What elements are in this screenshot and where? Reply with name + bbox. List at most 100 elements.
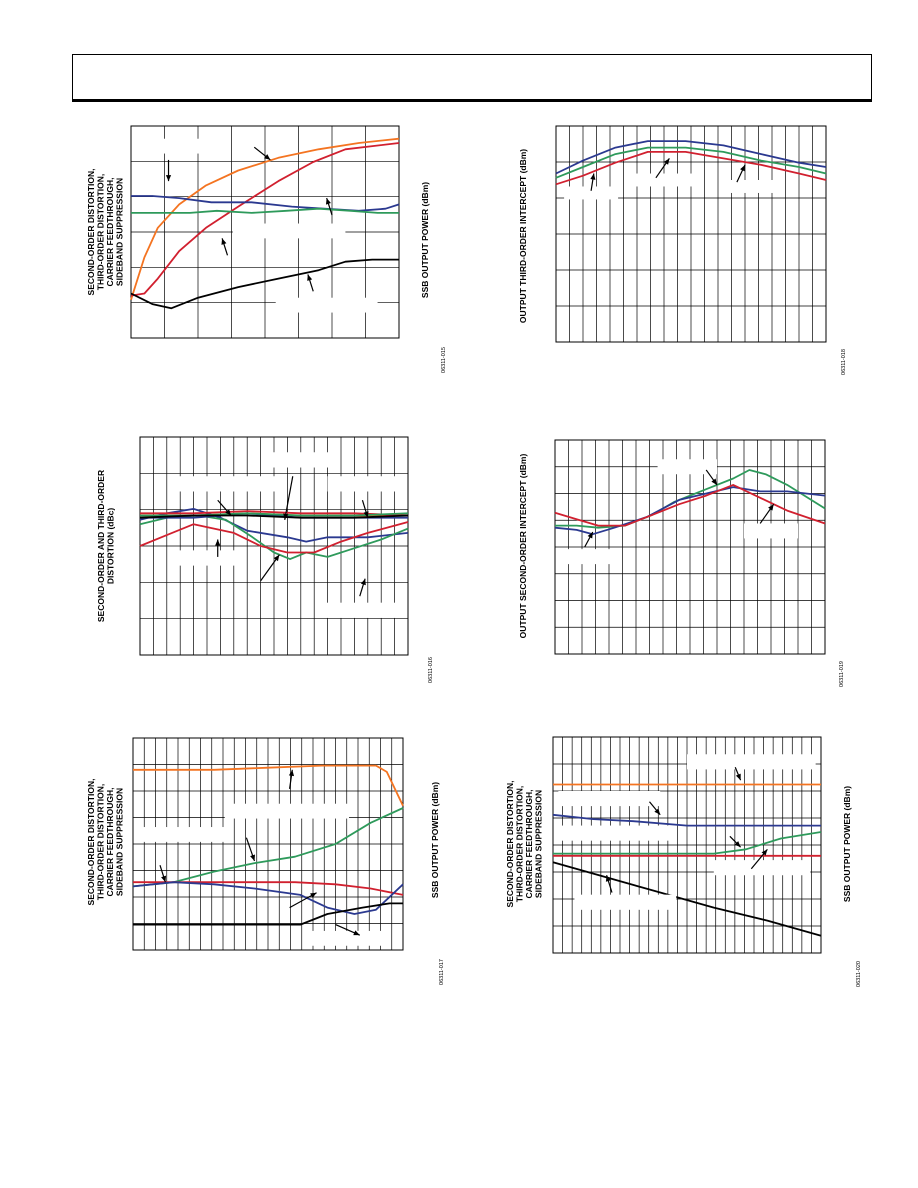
annotation-box <box>744 523 798 539</box>
annotation-box <box>564 186 619 200</box>
series-line-green <box>555 469 826 529</box>
arrow-head <box>273 554 280 562</box>
annotation-box <box>574 894 677 910</box>
chart-fig-016: SECOND-ORDER AND THIRD-ORDERDISTORTION (… <box>96 436 434 683</box>
annotation-box <box>563 549 618 565</box>
arrow-head <box>663 158 670 165</box>
arrow-head <box>264 154 271 160</box>
plot-frame <box>552 736 822 954</box>
arrow-head <box>161 875 167 883</box>
annotation-box <box>327 476 403 492</box>
series-line-red <box>130 142 400 297</box>
annotation-box <box>558 791 661 807</box>
arrow-head <box>734 841 741 848</box>
header-box <box>72 54 872 102</box>
arrow-head <box>587 532 593 539</box>
y-axis-label: SECOND-ORDER DISTORTION,THIRD-ORDER DIST… <box>86 169 125 296</box>
annotation-box <box>265 452 333 468</box>
annotation-box <box>224 803 349 819</box>
series-line-red <box>140 510 409 517</box>
arrow-head <box>590 173 596 180</box>
figure-code: 06311-019 <box>839 661 845 687</box>
y-axis-label: OUTPUT THIRD-ORDER INTERCEPT (dBm) <box>518 149 528 323</box>
arrow-head <box>654 808 661 815</box>
arrow-head <box>740 164 745 172</box>
side-axis-label: SSB OUTPUT POWER (dBm) <box>430 782 440 898</box>
annotation-box <box>172 550 240 566</box>
series-line-orange <box>130 137 400 301</box>
annotation-box <box>657 459 717 475</box>
series-line-blue <box>139 507 409 543</box>
y-axis-label: SECOND-ORDER DISTORTION,THIRD-ORDER DIST… <box>86 779 125 906</box>
side-axis-label: SSB OUTPUT POWER (dBm) <box>420 182 430 298</box>
arrow-head <box>363 511 369 518</box>
arrow-head <box>165 175 172 182</box>
arrow-head <box>215 539 221 546</box>
series-line-blue <box>552 813 821 827</box>
arrow-head <box>605 875 611 882</box>
series-line-red <box>554 483 826 527</box>
arrow-head <box>761 849 768 856</box>
figure-code: 06311-017 <box>439 959 445 985</box>
arrow-head <box>283 513 289 520</box>
annotation-box <box>136 138 217 154</box>
series-line-green <box>132 807 404 888</box>
annotation-box <box>713 860 811 876</box>
series-line-black <box>552 861 822 937</box>
series-line-black <box>133 902 403 926</box>
arrow-head <box>325 198 331 205</box>
arrow-head <box>250 854 255 861</box>
annotation-box <box>687 754 816 770</box>
figure-code: 06311-016 <box>428 657 434 683</box>
y-axis-label: SECOND-ORDER AND THIRD-ORDERDISTORTION (… <box>96 470 116 622</box>
plot-frame <box>555 125 827 343</box>
annotation-box <box>308 930 390 946</box>
arrow-head <box>353 930 360 936</box>
chart-fig-020: SECOND-ORDER DISTORTION,THIRD-ORDER DIST… <box>505 736 862 987</box>
series-line-green <box>131 207 399 214</box>
figure-code: 06311-018 <box>841 349 847 375</box>
series-line-black <box>139 514 409 519</box>
annotation-box <box>275 297 378 313</box>
annotation-box <box>232 223 346 239</box>
figure-code: 06311-015 <box>441 347 447 373</box>
series-line-blue <box>554 486 826 536</box>
chart-fig-015: SECOND-ORDER DISTORTION,THIRD-ORDER DIST… <box>86 125 447 373</box>
series-line-green <box>553 831 822 855</box>
chart-fig-019: OUTPUT SECOND-ORDER INTERCEPT (dBm) 06311… <box>518 439 845 687</box>
series-line-blue <box>131 195 400 212</box>
y-axis-label: OUTPUT SECOND-ORDER INTERCEPT (dBm) <box>518 454 528 639</box>
series-line-red <box>555 150 827 186</box>
arrow-head <box>225 509 232 516</box>
chart-fig-017: SECOND-ORDER DISTORTION,THIRD-ORDER DIST… <box>86 737 445 985</box>
arrow-head <box>221 238 227 245</box>
arrow-head <box>768 504 774 511</box>
annotation-box <box>723 180 778 193</box>
arrow-head <box>360 578 366 586</box>
arrow-head <box>735 773 741 781</box>
arrow-head <box>310 892 317 898</box>
plot-frame <box>554 439 826 655</box>
series-line-black <box>130 258 399 310</box>
series-line-blue <box>132 881 404 915</box>
plot-frame <box>132 737 404 951</box>
plot-frame <box>130 125 400 339</box>
series-line-green <box>555 146 827 179</box>
annotation-box <box>322 602 398 618</box>
arrow-head <box>307 274 313 281</box>
annotation-box <box>138 827 233 842</box>
series-line-orange <box>133 764 404 807</box>
side-axis-label: SSB OUTPUT POWER (dBm) <box>842 786 852 902</box>
annotation-box <box>626 173 702 187</box>
annotation-box <box>177 476 277 492</box>
figure-code: 06311-020 <box>856 961 862 987</box>
y-axis-label: SECOND-ORDER DISTORTION,THIRD-ORDER DIST… <box>505 781 544 908</box>
annotation-box <box>558 825 671 841</box>
arrow-head <box>288 769 295 777</box>
chart-fig-018: OUTPUT THIRD-ORDER INTERCEPT (dBm) 06311-… <box>518 125 847 375</box>
arrow-line <box>284 476 294 520</box>
series-line-red <box>139 521 409 554</box>
arrow-head <box>711 478 717 485</box>
series-line-blue <box>555 140 827 175</box>
